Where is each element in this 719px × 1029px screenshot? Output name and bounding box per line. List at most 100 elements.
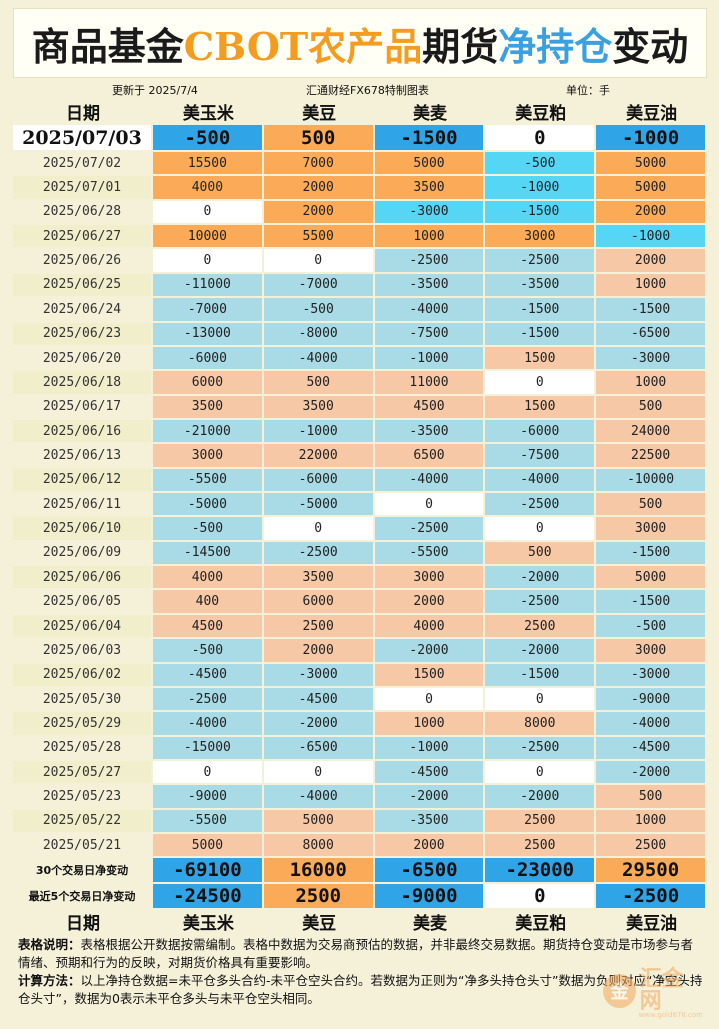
row-date: 2025/06/23 <box>13 322 153 347</box>
notes-calculation: 计算方法：以上净持仓数据=未平仓多头合约-未平仓空头合约。若数据为正则为“净多头… <box>18 972 703 1008</box>
summary-soyoil: -2500 <box>596 884 707 911</box>
row-date: 2025/07/02 <box>13 152 153 177</box>
row-date: 2025/05/27 <box>13 760 153 786</box>
watermark-url: www.gold678.com <box>638 1011 703 1019</box>
col-header-date: 日期 <box>66 103 100 124</box>
table-row: 2025/06/27 10000 5500 1000 3000 -1000 <box>13 225 707 250</box>
column-header-top: 日期 美玉米 美豆 美麦 美豆粕 美豆油 <box>13 100 707 124</box>
cell-corn: 400 <box>153 590 264 615</box>
cell-soymeal: 0 <box>485 687 597 713</box>
row-date: 2025/05/30 <box>13 687 153 713</box>
cell-corn: -21000 <box>153 419 264 445</box>
table-row: 2025/06/05 400 6000 2000 -2500 -1500 <box>13 590 707 615</box>
cell-soymeal: 0 <box>485 517 597 542</box>
cell-soyoil: 5000 <box>596 176 707 201</box>
summary-soymeal: -23000 <box>485 858 597 885</box>
cell-soymeal: -2000 <box>485 639 597 664</box>
row-date: 2025/07/01 <box>13 176 153 201</box>
cell-soyoil: -3000 <box>596 346 707 372</box>
cell-soyoil: 3000 <box>596 639 707 664</box>
row-date: 2025/06/10 <box>13 517 153 542</box>
cell-corn: -2500 <box>153 687 264 713</box>
cell-corn: 10000 <box>153 225 264 250</box>
cell-soybean: 2000 <box>263 639 375 664</box>
cell-soybean: 0 <box>263 517 375 542</box>
cell-soybean: 2000 <box>263 176 375 201</box>
summary-wheat: -6500 <box>374 858 486 885</box>
cell-wheat: 5000 <box>374 152 486 177</box>
title-part-4: 净持仓 <box>498 23 613 69</box>
summary-row: 最近5个交易日净变动 -24500 2500 -9000 0 -2500 <box>13 884 707 911</box>
cell-corn: 4000 <box>153 566 264 591</box>
row-date: 2025/06/11 <box>13 493 153 518</box>
table-row: 2025/06/24 -7000 -500 -4000 -1500 -1500 <box>13 298 707 323</box>
cell-soybean: -2000 <box>263 712 375 737</box>
cell-soyoil: 2000 <box>596 200 707 226</box>
cell-soyoil: 1000 <box>596 809 707 835</box>
cell-corn: 3000 <box>153 444 264 469</box>
cell-corn: 0 <box>153 200 264 226</box>
table-row: 2025/07/03 -500 500 -1500 0 -1000 <box>13 125 707 152</box>
cell-soyoil: 22500 <box>596 444 707 469</box>
cell-wheat: -2000 <box>374 785 486 810</box>
cell-corn: -15000 <box>153 736 264 761</box>
table-row: 2025/06/12 -5500 -6000 -4000 -4000 -10000 <box>13 468 707 494</box>
cell-soymeal: -1500 <box>485 200 597 226</box>
row-date: 2025/06/26 <box>13 249 153 274</box>
cell-corn: 5000 <box>153 834 264 859</box>
col-footer-soymeal: 美豆粕 <box>515 913 567 934</box>
cell-soymeal: -6000 <box>485 419 597 445</box>
cell-wheat: 1000 <box>374 225 486 250</box>
row-date: 2025/05/22 <box>13 809 153 835</box>
cell-wheat: -1000 <box>374 736 486 761</box>
cell-soybean: -4000 <box>263 785 375 810</box>
cell-soybean: 8000 <box>263 834 375 859</box>
cell-soymeal: -2000 <box>485 785 597 810</box>
cell-corn: 0 <box>153 249 264 274</box>
cell-wheat: -2000 <box>374 639 486 664</box>
cell-soyoil: 5000 <box>596 566 707 591</box>
cell-soymeal: -2500 <box>485 590 597 615</box>
cell-soybean: -3000 <box>263 663 375 688</box>
col-header-soyoil: 美豆油 <box>626 103 678 124</box>
table-row: 2025/06/26 0 0 -2500 -2500 2000 <box>13 249 707 274</box>
cell-soyoil: -1500 <box>596 541 707 567</box>
cell-corn: -4500 <box>153 663 264 688</box>
table-row: 2025/07/02 15500 7000 5000 -500 5000 <box>13 152 707 177</box>
summary-soybean: 2500 <box>263 884 375 911</box>
source-label: 汇通财经FX678特制图表 <box>306 84 429 97</box>
cell-soymeal: -7500 <box>485 444 597 469</box>
cell-soymeal: 0 <box>485 125 597 152</box>
cell-soyoil: 3000 <box>596 517 707 542</box>
cell-soyoil: -9000 <box>596 687 707 713</box>
cell-soymeal: -1000 <box>485 176 597 201</box>
col-footer-date: 日期 <box>66 913 100 934</box>
cell-corn: -500 <box>153 125 264 152</box>
table-row: 2025/05/23 -9000 -4000 -2000 -2000 500 <box>13 785 707 810</box>
table-row: 2025/06/23 -13000 -8000 -7500 -1500 -6500 <box>13 322 707 347</box>
col-footer-wheat: 美麦 <box>412 913 447 934</box>
row-date: 2025/06/13 <box>13 444 153 469</box>
title-part-3: 期货 <box>422 23 499 69</box>
cell-wheat: 0 <box>374 687 486 713</box>
cell-soymeal: -1500 <box>485 298 597 323</box>
watermark-logo: 金 汇金网 www.gold678.com <box>603 969 703 1019</box>
table-row: 2025/06/03 -500 2000 -2000 -2000 3000 <box>13 639 707 664</box>
cell-corn: -13000 <box>153 322 264 347</box>
cell-soybean: -2500 <box>263 541 375 567</box>
cell-wheat: -3500 <box>374 273 486 299</box>
desc-text: 表格根据公开数据按需编制。表格中数据为交易商预估的数据，并非最终交易数据。期货持… <box>18 937 694 970</box>
title-part-2: CBOT农产品 <box>183 23 423 69</box>
summary-soymeal: 0 <box>485 884 597 911</box>
summary-corn: -69100 <box>153 858 264 885</box>
page-title: 商品基金CBOT农产品期货净持仓变动 <box>32 16 689 71</box>
cell-soybean: 0 <box>263 249 375 274</box>
summary-label: 最近5个交易日净变动 <box>13 884 153 911</box>
row-date: 2025/06/12 <box>13 468 153 494</box>
cell-soymeal: 2500 <box>485 809 597 835</box>
calc-label: 计算方法： <box>18 973 81 988</box>
row-date: 2025/07/03 <box>13 125 153 152</box>
cell-corn: -6000 <box>153 346 264 372</box>
cell-soybean: -7000 <box>263 273 375 299</box>
cell-wheat: 0 <box>374 493 486 518</box>
